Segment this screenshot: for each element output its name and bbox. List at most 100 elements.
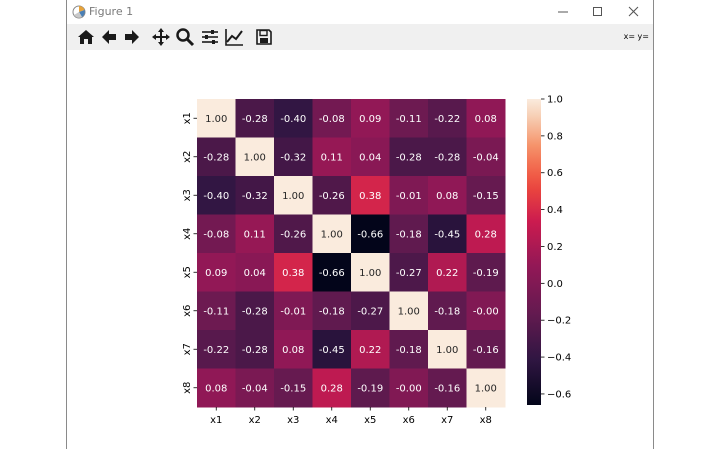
heatmap-cell <box>274 214 313 254</box>
home-icon[interactable] <box>76 27 96 47</box>
heatmap-cell <box>351 99 390 138</box>
cell-value-label: -0.01 <box>396 191 422 202</box>
configure-subplots-icon[interactable] <box>200 27 220 47</box>
y-tick-label: x2 <box>182 151 193 163</box>
heatmap-cell <box>466 137 506 177</box>
heatmap-cell <box>351 137 390 177</box>
cursor-coordinates: x= y= <box>623 32 649 41</box>
cell-value-label: -0.00 <box>473 306 499 317</box>
cell-value-label: -0.01 <box>280 306 306 317</box>
cell-value-label: -0.00 <box>396 383 422 394</box>
heatmap-cell <box>312 368 352 408</box>
cell-value-label: -0.18 <box>319 306 345 317</box>
cell-value-label: -0.11 <box>203 306 229 317</box>
cell-value-label: -0.18 <box>434 306 460 317</box>
cell-value-label: 0.28 <box>321 383 343 394</box>
heatmap-cell <box>235 176 275 215</box>
save-icon[interactable] <box>254 27 274 47</box>
cell-value-label: -0.19 <box>473 268 499 279</box>
heatmap-cell <box>235 330 275 369</box>
zoom-icon[interactable] <box>175 27 195 47</box>
cell-value-label: -0.27 <box>396 268 422 279</box>
cell-value-label: 1.00 <box>282 191 304 202</box>
heatmap-cell <box>389 137 429 177</box>
heatmap-cell <box>274 176 313 215</box>
cell-value-label: -0.28 <box>434 152 460 163</box>
cell-value-label: 0.38 <box>359 191 381 202</box>
heatmap-cell <box>312 176 352 215</box>
heatmap-cell <box>312 291 352 331</box>
heatmap-cell <box>197 368 236 408</box>
cell-value-label: 1.00 <box>321 229 343 240</box>
forward-icon[interactable] <box>122 27 142 47</box>
colorbar <box>527 99 541 405</box>
heatmap-cell <box>466 214 506 254</box>
cell-value-label: 0.09 <box>205 268 227 279</box>
colorbar-tick-label: 1.0 <box>547 95 563 106</box>
heatmap-cell <box>466 291 506 331</box>
cell-value-label: 1.00 <box>359 268 381 279</box>
cell-value-label: -0.27 <box>357 306 383 317</box>
close-icon[interactable] <box>619 2 649 22</box>
heatmap-cell <box>312 253 352 292</box>
cell-value-label: 0.04 <box>244 268 266 279</box>
x-tick-label: x4 <box>326 415 338 426</box>
x-tick-label: x2 <box>249 415 261 426</box>
colorbar-tick-label: 0.4 <box>547 205 563 216</box>
cell-value-label: -0.16 <box>434 383 460 394</box>
cell-value-label: -0.32 <box>280 152 306 163</box>
cell-value-label: -0.32 <box>242 191 268 202</box>
heatmap-cell <box>235 99 275 138</box>
heatmap-cell <box>428 291 467 331</box>
cell-value-label: 0.08 <box>475 114 497 125</box>
cell-value-label: -0.28 <box>242 114 268 125</box>
heatmap-cell <box>389 253 429 292</box>
heatmap-cell <box>312 99 352 138</box>
heatmap-cell <box>235 137 275 177</box>
pan-icon[interactable] <box>151 27 171 47</box>
heatmap-cell <box>428 137 467 177</box>
cell-value-label: -0.11 <box>396 114 422 125</box>
heatmap-cell <box>466 176 506 215</box>
cell-value-label: -0.18 <box>396 229 422 240</box>
y-tick-label: x8 <box>182 382 193 394</box>
x-tick-label: x7 <box>441 415 453 426</box>
edit-axis-icon[interactable] <box>224 27 244 47</box>
heatmap-cell <box>197 176 236 215</box>
cell-value-label: -0.18 <box>396 345 422 356</box>
cell-value-label: 0.08 <box>282 345 304 356</box>
heatmap-cell <box>428 214 467 254</box>
cell-value-label: -0.08 <box>203 229 229 240</box>
back-icon[interactable] <box>99 27 119 47</box>
minimize-icon[interactable] <box>548 2 578 22</box>
colorbar-tick-label: 0.6 <box>547 168 563 179</box>
heatmap-cell <box>389 368 429 408</box>
colorbar-tick-label: −0.2 <box>547 316 571 327</box>
heatmap-cell <box>235 214 275 254</box>
heatmap-cell <box>351 291 390 331</box>
cell-value-label: -0.28 <box>242 306 268 317</box>
heatmap-cell <box>428 176 467 215</box>
cell-value-label: -0.45 <box>319 345 345 356</box>
figure-window: Figure 1 <box>66 0 654 449</box>
heatmap-cell <box>351 176 390 215</box>
figure-canvas[interactable]: 1.00 -0.28 -0.40 -0.08 0.09 -0.11 -0.22 0.08 -0.… <box>67 50 653 449</box>
cell-value-label: 0.22 <box>436 268 458 279</box>
heatmap-cell <box>389 330 429 369</box>
cell-value-label: -0.15 <box>473 191 499 202</box>
window-title: Figure 1 <box>89 5 134 18</box>
y-tick-label: x4 <box>182 228 193 240</box>
heatmap-cell <box>312 214 352 254</box>
cell-value-label: -0.28 <box>396 152 422 163</box>
cell-value-label: -0.08 <box>319 114 345 125</box>
heatmap-cell <box>197 214 236 254</box>
maximize-icon[interactable] <box>583 2 613 22</box>
y-tick-label: x6 <box>182 305 193 317</box>
navigation-toolbar: x= y= <box>67 24 653 50</box>
cell-value-label: 0.22 <box>359 345 381 356</box>
colorbar-tick-label: 0.2 <box>547 242 563 253</box>
heatmap-cell <box>389 214 429 254</box>
cell-value-label: -0.22 <box>203 345 229 356</box>
heatmap-cell <box>389 291 429 331</box>
cell-value-label: 0.38 <box>282 268 304 279</box>
